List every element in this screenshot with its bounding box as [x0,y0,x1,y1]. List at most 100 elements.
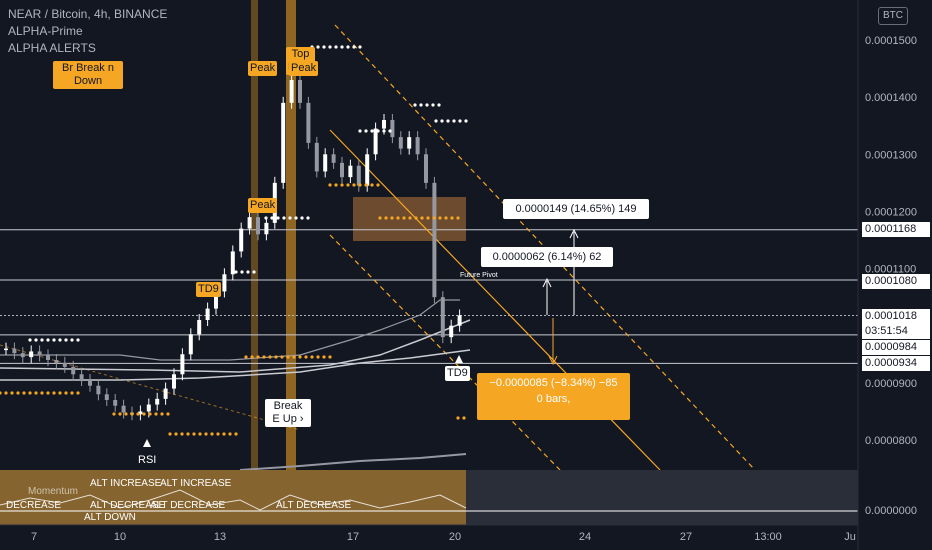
support-dot [274,355,278,359]
candle-body [289,80,294,103]
pivot-dot [264,216,268,220]
pivot-dot [240,270,244,274]
support-dot [438,216,442,220]
pivot-dot [364,129,368,133]
channel-upper [334,24,756,471]
support-dot [160,412,164,416]
pivot-dot [413,103,417,107]
channel-lower [329,234,561,471]
moving-average-lines [0,299,471,471]
support-dot [198,432,202,436]
support-dot [216,432,220,436]
pivot-dot [322,45,326,49]
support-dot [136,412,140,416]
candle-body [222,274,227,292]
osc-label-8: Momentum [28,486,79,497]
pivot-dot [28,338,32,342]
pivot-dot [346,45,350,49]
support-dot [244,355,248,359]
y-tick-label: 0.0000900 [865,378,917,390]
candle-body [188,334,193,355]
candle-body [457,315,462,326]
indicator-alpha-prime[interactable]: ALPHA-Prime [8,24,83,38]
x-tick-label: Ju [844,531,856,543]
ma-line-4 [239,453,467,471]
support-dot [46,391,50,395]
candle-body [71,366,76,375]
support-dot [154,412,158,416]
y-tick-label: 0.0001500 [865,35,917,47]
support-dot [4,391,8,395]
candle-body [214,291,218,309]
support-dot [130,412,134,416]
support-dot [340,183,344,187]
measure-box-middle[interactable]: 0.0000062 (6.14%) 62 [481,247,613,267]
candle-body [79,374,84,380]
support-dot [16,391,20,395]
price-label-1168: 0.0001168 [862,222,930,237]
signal-peak-2: Peak [289,61,319,76]
pivot-dot [419,103,423,107]
oscillator-panel [0,470,858,525]
pivot-dot [34,338,38,342]
candle-body [205,308,210,320]
current-price-label: 0.0001018 03:51:54 [862,309,930,339]
candle-body [180,354,185,375]
measure-box-upper[interactable]: 0.0000149 (14.65%) 149 [503,199,649,219]
candle-body [172,374,176,389]
support-dot [316,355,320,359]
pivot-dot [252,270,256,274]
pivot-dot [458,119,462,123]
support-dot [64,391,68,395]
pivot-dot [370,129,374,133]
pivot-dot [294,216,298,220]
support-dot [228,432,232,436]
price-label-1080: 0.0001080 [862,274,930,289]
candle-body [356,165,361,186]
support-dot [334,183,338,187]
pivot-dot [276,216,280,220]
measure-lower-bars: 0 bars, [536,393,571,405]
y-tick-label: 0.0000800 [865,435,917,447]
candle-body [146,404,151,412]
candle-body [247,217,252,229]
pivot-dot [388,129,392,133]
pivot-dot [40,338,44,342]
support-dot [286,355,290,359]
indicator-alpha-alerts[interactable]: ALPHA ALERTS [8,41,96,55]
support-dot [352,183,356,187]
candle-body [155,398,160,405]
candle-body [20,353,25,358]
candle-body [96,385,101,395]
support-dot [456,216,460,220]
support-dot [174,432,178,436]
support-dot [40,391,44,395]
support-dot [370,183,374,187]
currency-badge[interactable]: BTC [878,7,908,25]
support-dot [408,216,412,220]
x-tick-label: 20 [449,531,461,543]
candle-body [298,80,302,103]
pivot-dot [282,216,286,220]
support-dot [376,183,380,187]
support-dot [414,216,418,220]
pivot-dot [425,103,429,107]
support-dot [346,183,350,187]
pivot-dot [382,129,386,133]
signal-td9-1: TD9 [196,282,221,297]
support-dot [462,416,466,420]
measure-box-lower[interactable]: −0.0000085 (−8.34%) −85 0 bars, [477,373,630,420]
x-tick-label: 7 [31,531,37,543]
support-dot [384,216,388,220]
pivot-dot [46,338,50,342]
candle-body [113,400,118,406]
measure-lower-value: −0.0000085 (−8.34%) −85 [489,377,618,389]
current-price-value: 0.0001018 [865,310,917,322]
support-dot [34,391,38,395]
pivot-dot [358,129,362,133]
support-dot [396,216,400,220]
x-tick-label: 10 [114,531,126,543]
candle-body [440,297,445,338]
symbol-title: NEAR / Bitcoin, 4h, BINANCE [8,7,168,21]
